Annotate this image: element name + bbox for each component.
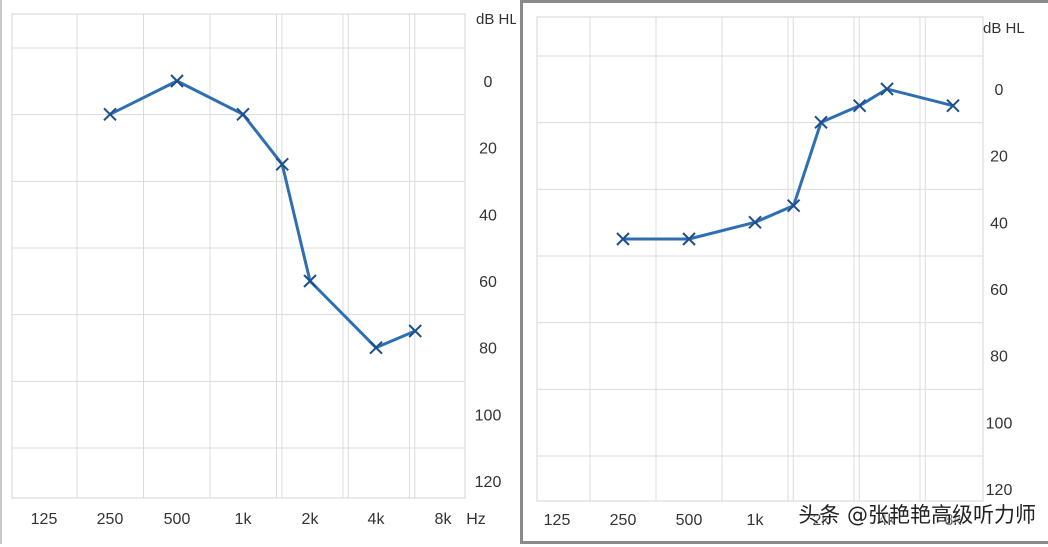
y-unit-label: dB HL <box>983 20 1025 37</box>
y-tick-label: 100 <box>475 407 502 424</box>
data-point-marker <box>946 98 960 113</box>
y-tick-label: 60 <box>479 274 497 291</box>
audiogram-right-panel: 0 20 40 60 80 100 120 dB HL 125 250 500 1k 2k 4k 8k 头条… <box>520 0 1048 544</box>
data-point-marker <box>748 215 762 230</box>
y-tick-label: 120 <box>986 482 1013 499</box>
y-tick-label: 100 <box>986 415 1013 432</box>
data-point-marker <box>852 98 867 113</box>
x-tick-label: 8k <box>945 512 963 529</box>
data-point-marker <box>880 82 894 96</box>
x-tick-label: 125 <box>544 512 571 529</box>
audiogram-left-panel: 0 20 40 60 80 100 120 dB HL 125 250 500 1k 2k 4k 8k Hz <box>0 0 518 544</box>
data-point-marker <box>170 74 184 88</box>
data-point-marker <box>408 324 422 338</box>
x-tick-label: 2k <box>813 512 831 529</box>
watermark-text: 头条 @张艳艳高级听力师 <box>798 503 1036 527</box>
data-point-marker <box>303 274 317 288</box>
audiogram-right-chart: 0 20 40 60 80 100 120 dB HL 125 250 500 1k 2k 4k 8k <box>536 16 1025 529</box>
x-tick-label: 4k <box>368 511 386 528</box>
y-tick-label: 40 <box>479 207 497 224</box>
x-tick-label: 1k <box>235 511 253 528</box>
x-unit-label: Hz <box>466 511 486 528</box>
y-tick-label: 0 <box>484 74 493 91</box>
grid-lines <box>11 13 466 499</box>
x-tick-label: 250 <box>610 512 637 529</box>
grid-lines <box>536 16 984 502</box>
series-line <box>623 87 954 241</box>
audiogram-left-chart: 0 20 40 60 80 100 120 dB HL 125 250 500 1k 2k 4k 8k Hz <box>11 11 518 528</box>
data-point-marker <box>616 232 630 246</box>
data-point-marker <box>369 340 383 355</box>
y-tick-label: 80 <box>479 341 497 358</box>
x-tick-label: 500 <box>164 511 191 528</box>
y-tick-label: 20 <box>990 149 1008 166</box>
y-tick-label: 120 <box>475 474 502 491</box>
x-tick-label: 250 <box>97 511 124 528</box>
data-point-marker <box>814 115 828 130</box>
y-tick-label: 60 <box>990 282 1008 299</box>
x-tick-label: 1k <box>747 512 765 529</box>
x-tick-label: 2k <box>302 511 320 528</box>
y-tick-label: 80 <box>990 349 1008 366</box>
data-point-marker <box>103 107 117 122</box>
y-tick-label: 40 <box>990 215 1008 232</box>
data-point-marker <box>275 157 289 172</box>
y-unit-label: dB HL <box>476 11 518 28</box>
data-point-marker <box>786 198 801 213</box>
data-point-marker <box>236 107 250 122</box>
x-tick-label: 500 <box>676 512 703 529</box>
series-line <box>109 79 416 350</box>
y-tick-label: 20 <box>479 141 497 158</box>
y-tick-label: 0 <box>995 82 1004 99</box>
x-tick-label: 4k <box>879 512 897 529</box>
grid-frame <box>536 16 984 502</box>
data-point-marker <box>682 232 696 246</box>
panel-divider <box>516 0 520 544</box>
x-tick-label: 8k <box>435 511 453 528</box>
grid-frame <box>11 13 466 499</box>
x-tick-label: 125 <box>31 511 58 528</box>
